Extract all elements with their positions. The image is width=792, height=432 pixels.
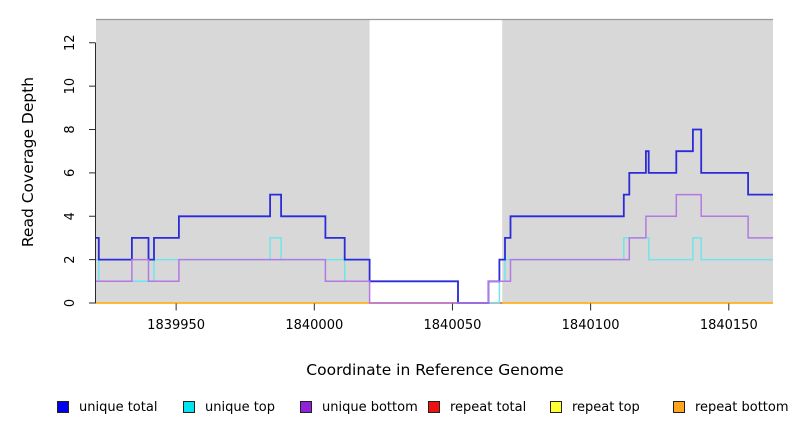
legend-swatch-repeat-total [428, 401, 440, 413]
legend-swatch-repeat-bottom [673, 401, 685, 413]
series-line-unique-bottom [96, 193, 773, 304]
y-tick-label: 4 [63, 212, 78, 220]
legend-item-repeat-bottom: repeat bottom [673, 399, 789, 415]
legend-item-repeat-top: repeat top [550, 399, 640, 415]
legend-label: repeat top [572, 399, 640, 415]
legend-swatch-repeat-top [550, 401, 562, 413]
y-tick-label: 12 [63, 34, 78, 51]
x-axis-title: Coordinate in Reference Genome [306, 361, 563, 379]
y-tick-label: 0 [63, 299, 78, 307]
x-tick-label: 1840100 [562, 318, 620, 333]
legend-item-repeat-total: repeat total [428, 399, 526, 415]
y-axis-title: Read Coverage Depth [19, 77, 37, 247]
y-tick-label: 2 [63, 255, 78, 263]
plot-area: 0 2 4 6 8 10 12 1839950 1840000 1840050 1840100 184… [63, 18, 773, 333]
legend-item-unique-bottom: unique bottom [300, 399, 418, 415]
x-tick-label: 1840000 [285, 318, 343, 333]
legend-label: unique top [205, 399, 276, 415]
y-tick-label: 10 [63, 78, 78, 95]
x-tick-label: 1839950 [147, 318, 205, 333]
legend-swatch-unique-total [57, 401, 69, 413]
y-tick-label: 6 [63, 169, 78, 177]
legend-label: unique total [79, 399, 158, 415]
legend-label: repeat total [450, 399, 527, 415]
legend-swatch-unique-bottom [300, 401, 312, 413]
y-tick-label: 8 [63, 125, 78, 133]
chart-legend: unique total unique top unique bottom repea… [0, 399, 792, 419]
legend-item-unique-total: unique total [57, 399, 157, 415]
legend-swatch-unique-top [183, 401, 195, 413]
legend-label: repeat bottom [695, 399, 789, 415]
repeat-region-band [369, 20, 503, 303]
x-tick-label: 1840150 [700, 318, 758, 333]
legend-label: unique bottom [322, 399, 418, 415]
x-tick-label: 1840050 [424, 318, 482, 333]
legend-item-unique-top: unique top [183, 399, 275, 415]
